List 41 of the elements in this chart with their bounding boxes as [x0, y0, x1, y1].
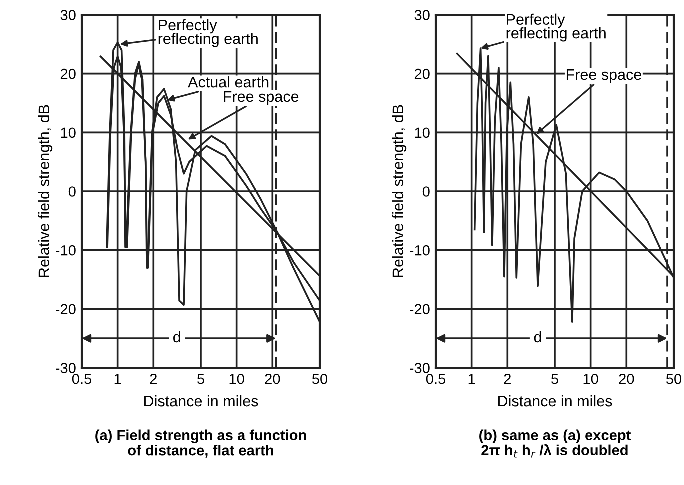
x-tick-label: 10 [230, 374, 244, 384]
x-tick-label: 0.5 [426, 374, 446, 384]
x-tick-label: 10 [584, 374, 598, 384]
y-tick-label: 10 [61, 128, 76, 138]
y-axis-title: Relative field strength, dB [38, 105, 53, 278]
x-axis-title: Distance in miles [144, 395, 258, 407]
y-tick-label: 20 [60, 68, 76, 80]
x-tick-label: 2 [504, 374, 511, 384]
y-tick-label: -30 [56, 363, 76, 374]
y-tick-label: -10 [56, 245, 76, 256]
y-tick-label: 20 [414, 68, 430, 80]
y-tick-label: 0 [422, 186, 430, 197]
y-tick-label: -20 [410, 304, 430, 315]
x-tick-label: 20 [619, 374, 634, 384]
annotation: Free space [224, 92, 299, 106]
y-tick-label: -20 [56, 304, 76, 315]
y-tick-label: -10 [410, 245, 430, 256]
x-tick-label: 50 [666, 374, 682, 384]
x-tick-label: 5 [552, 374, 558, 384]
y-axis-title: Relative field strength, dB [392, 105, 407, 278]
annotation: Perfectly reflecting earth [506, 14, 606, 42]
text: (a) Field strength as a function of distance, flat earth [96, 430, 306, 458]
annotation: d [534, 331, 542, 343]
text: (b) same as (a) except 2π h$_{t}$ h$_{r}$ /λ is doubled [480, 430, 632, 458]
annotation: Actual earth [188, 76, 269, 88]
x-tick-label: 50 [312, 374, 328, 384]
y-tick-label: -30 [410, 363, 430, 374]
annotation: Free space [566, 70, 642, 84]
x-tick-label: 1 [114, 374, 122, 384]
x-tick-label: 20 [265, 374, 280, 384]
annotation: Perfectly reflecting earth [158, 19, 258, 48]
y-tick-label: 30 [414, 10, 430, 20]
x-tick-label: 0.5 [72, 374, 92, 384]
x-axis-title: Distance in miles [498, 395, 612, 407]
annotation: d [174, 331, 180, 343]
x-tick-label: 5 [198, 374, 204, 384]
y-tick-label: 30 [60, 10, 76, 20]
y-tick-label: 10 [415, 128, 430, 138]
x-tick-label: 2 [150, 374, 157, 384]
y-tick-label: 0 [68, 186, 76, 197]
x-tick-label: 1 [468, 374, 476, 384]
